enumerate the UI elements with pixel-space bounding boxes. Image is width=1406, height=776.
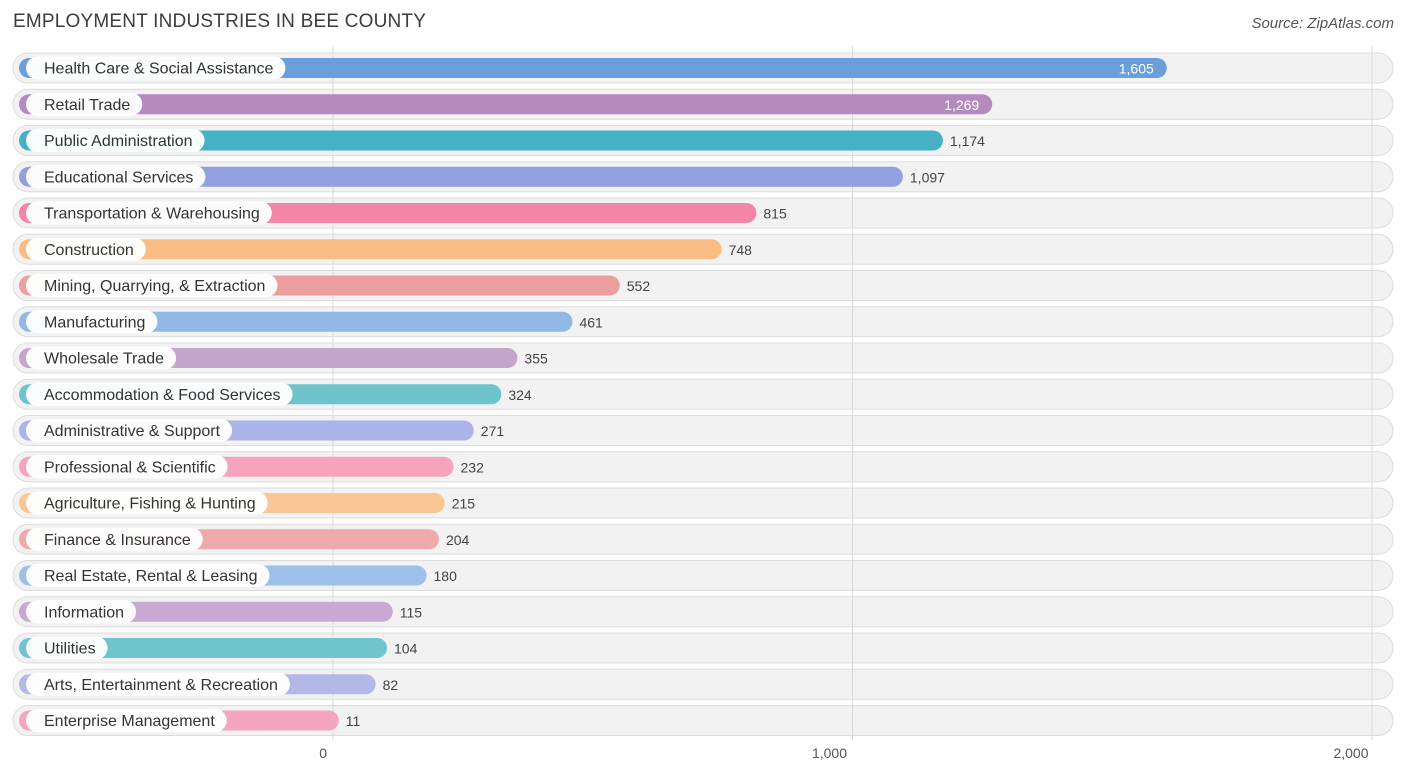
category-label: Educational Services	[44, 169, 193, 186]
category-label: Arts, Entertainment & Recreation	[44, 677, 278, 694]
value-label: 82	[383, 677, 399, 693]
category-pill	[26, 709, 227, 732]
value-label: 1,269	[944, 97, 979, 113]
x-tick-label: 1,000	[812, 745, 847, 761]
value-label: 324	[508, 387, 532, 403]
x-tick-label: 0	[319, 745, 327, 761]
value-label: 552	[627, 278, 651, 294]
category-label: Retail Trade	[44, 97, 130, 114]
value-label: 748	[729, 242, 753, 258]
value-label: 11	[346, 713, 361, 729]
category-pill	[26, 600, 137, 624]
category-pill	[26, 310, 158, 334]
category-pill	[26, 274, 278, 297]
bar	[19, 239, 722, 260]
value-label: 204	[446, 532, 470, 548]
value-label: 232	[461, 459, 485, 475]
category-label: Information	[44, 604, 124, 621]
category-label: Enterprise Management	[44, 713, 215, 730]
category-label: Professional & Scientific	[44, 459, 216, 476]
category-pill	[26, 129, 205, 152]
bar	[19, 94, 993, 115]
category-pill	[26, 237, 146, 261]
category-pill	[26, 527, 203, 551]
category-label: Manufacturing	[44, 314, 145, 331]
value-label: 115	[400, 604, 423, 620]
chart-title: EMPLOYMENT INDUSTRIES IN BEE COUNTY	[13, 11, 427, 32]
bar	[19, 166, 903, 187]
value-label: 104	[394, 641, 418, 657]
category-label: Finance & Insurance	[44, 532, 191, 549]
value-label: 215	[452, 496, 476, 512]
category-label: Utilities	[44, 641, 96, 658]
value-label: 355	[524, 351, 548, 367]
bar	[19, 58, 1167, 78]
category-pill	[26, 455, 228, 479]
value-label: 180	[434, 568, 458, 584]
bar	[19, 311, 573, 332]
category-pill	[26, 564, 270, 587]
category-pill	[26, 56, 286, 80]
bar	[19, 638, 388, 658]
bar	[19, 130, 943, 151]
category-pill	[26, 636, 108, 660]
category-label: Construction	[44, 242, 134, 259]
category-pill	[26, 165, 206, 189]
value-label: 815	[763, 206, 787, 222]
value-label: 1,605	[1119, 61, 1154, 77]
category-label: Agriculture, Fishing & Hunting	[44, 496, 256, 513]
category-pill	[26, 419, 233, 442]
value-label: 1,174	[950, 133, 985, 149]
category-pill	[26, 346, 177, 370]
value-label: 271	[481, 423, 505, 439]
category-label: Administrative & Support	[44, 423, 221, 440]
x-tick-label: 2,000	[1333, 745, 1368, 761]
category-pill	[26, 491, 268, 515]
category-label: Mining, Quarrying, & Extraction	[44, 278, 265, 295]
category-label: Wholesale Trade	[44, 351, 164, 368]
source-label: Source: ZipAtlas.com	[1251, 15, 1394, 32]
row-track	[12, 705, 1394, 736]
category-pill	[26, 92, 143, 116]
category-pill	[26, 382, 293, 406]
category-pill	[26, 672, 290, 696]
category-label: Transportation & Warehousing	[44, 206, 260, 223]
category-label: Public Administration	[44, 133, 193, 150]
category-label: Accommodation & Food Services	[44, 387, 281, 404]
category-pill	[26, 201, 272, 225]
category-label: Health Care & Social Assistance	[44, 61, 274, 78]
value-label: 1,097	[910, 169, 945, 185]
category-label: Real Estate, Rental & Leasing	[44, 568, 257, 585]
value-label: 461	[579, 314, 603, 330]
